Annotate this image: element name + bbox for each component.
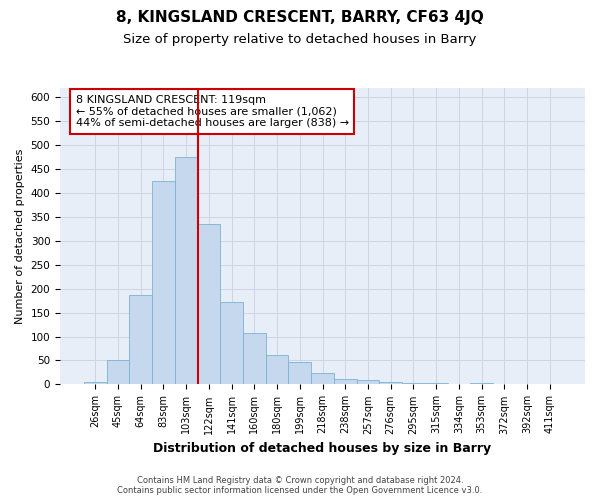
- Bar: [334, 379, 356, 384]
- Text: 8 KINGSLAND CRESCENT: 119sqm
← 55% of detached houses are smaller (1,062)
44% of: 8 KINGSLAND CRESCENT: 119sqm ← 55% of de…: [76, 95, 349, 128]
- Text: Contains HM Land Registry data © Crown copyright and database right 2024.
Contai: Contains HM Land Registry data © Crown c…: [118, 476, 482, 495]
- X-axis label: Distribution of detached houses by size in Barry: Distribution of detached houses by size …: [154, 442, 491, 455]
- Text: Size of property relative to detached houses in Barry: Size of property relative to detached ho…: [124, 32, 476, 46]
- Bar: [220, 302, 243, 384]
- Bar: [311, 373, 334, 384]
- Text: 8, KINGSLAND CRESCENT, BARRY, CF63 4JQ: 8, KINGSLAND CRESCENT, BARRY, CF63 4JQ: [116, 10, 484, 25]
- Bar: [356, 380, 379, 384]
- Bar: [152, 181, 175, 384]
- Bar: [130, 296, 152, 384]
- Bar: [379, 382, 402, 384]
- Bar: [197, 224, 220, 384]
- Bar: [289, 362, 311, 384]
- Bar: [266, 355, 289, 384]
- Bar: [107, 360, 130, 384]
- Bar: [84, 382, 107, 384]
- Bar: [243, 332, 266, 384]
- Bar: [402, 382, 425, 384]
- Bar: [175, 157, 197, 384]
- Y-axis label: Number of detached properties: Number of detached properties: [15, 148, 25, 324]
